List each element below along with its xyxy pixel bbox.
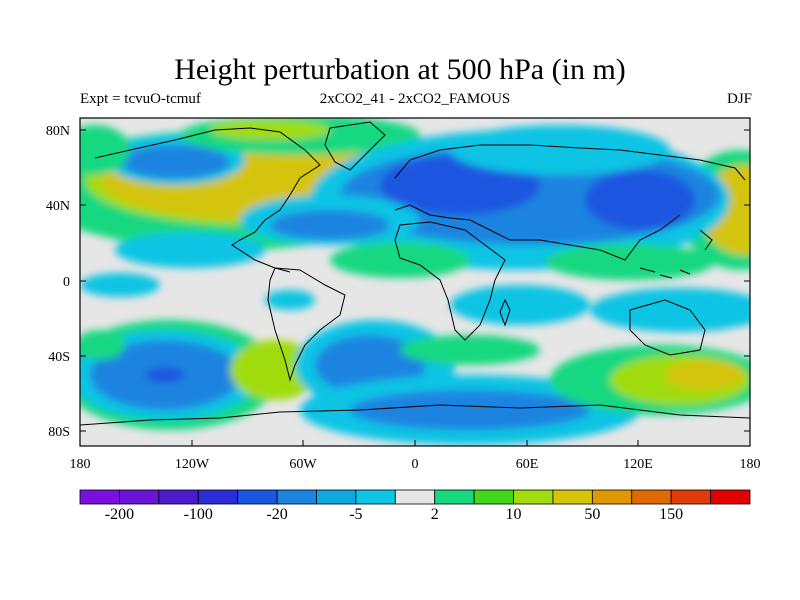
comparison-label: 2xCO2_41 - 2xCO2_FAMOUS [319, 91, 511, 107]
colorbar-label: -200 [104, 506, 135, 523]
y-tick-80s: 80S [48, 425, 70, 440]
colorbar-label: 150 [659, 506, 684, 523]
colorbar-swatch [631, 489, 672, 505]
y-tick-labels: 80N 40N 0 40S 80S [46, 124, 70, 440]
x-tick-0: 0 [412, 457, 419, 472]
colorbar-label: 2 [430, 506, 439, 523]
colorbar-swatch [473, 489, 514, 505]
x-tick-labels: 180 120W 60W 0 60E 120E 180 [70, 457, 761, 472]
colorbar-label: 50 [584, 506, 601, 523]
colorbar-swatch [119, 489, 160, 505]
colorbar-swatch [591, 489, 633, 505]
colorbar-swatch [316, 489, 357, 505]
colorbar-label: -100 [183, 506, 213, 523]
colorbar-swatch [670, 489, 711, 505]
height-field [80, 118, 750, 446]
colorbar-label: -20 [266, 506, 288, 523]
colorbar-swatch [79, 489, 120, 505]
y-tick-marks [80, 129, 750, 432]
colorbar-swatch [276, 489, 317, 505]
y-tick-0: 0 [63, 275, 70, 290]
colorbar-swatch [552, 489, 593, 505]
x-tick-120e: 120E [623, 457, 653, 472]
y-tick-40s: 40S [48, 350, 70, 365]
colorbar-label: -5 [349, 506, 363, 523]
x-tick-marks [79, 440, 751, 446]
colorbar-swatch [394, 489, 436, 505]
x-tick-120w: 120W [175, 457, 210, 472]
colorbar-swatch [158, 489, 199, 505]
colorbar-swatch [197, 489, 239, 505]
x-tick-180w: 180 [70, 457, 91, 472]
chart-title: Height perturbation at 500 hPa (in m) [174, 53, 626, 86]
colorbar-swatch [237, 489, 278, 505]
colorbar-label: 10 [505, 506, 522, 523]
coastlines [80, 121, 750, 426]
colorbar-swatch [710, 489, 751, 505]
y-tick-40n: 40N [46, 199, 70, 214]
x-tick-60w: 60W [289, 457, 317, 472]
colorbar-swatch [355, 489, 396, 505]
season-label: DJF [726, 91, 752, 107]
colorbar-swatch [513, 489, 554, 505]
y-tick-80n: 80N [46, 124, 70, 139]
x-tick-60e: 60E [516, 457, 539, 472]
experiment-label: Expt = tcvuO-tcmuf [80, 91, 201, 107]
colorbar-swatch [434, 489, 475, 505]
x-tick-180e: 180 [740, 457, 761, 472]
colorbar [79, 489, 751, 505]
